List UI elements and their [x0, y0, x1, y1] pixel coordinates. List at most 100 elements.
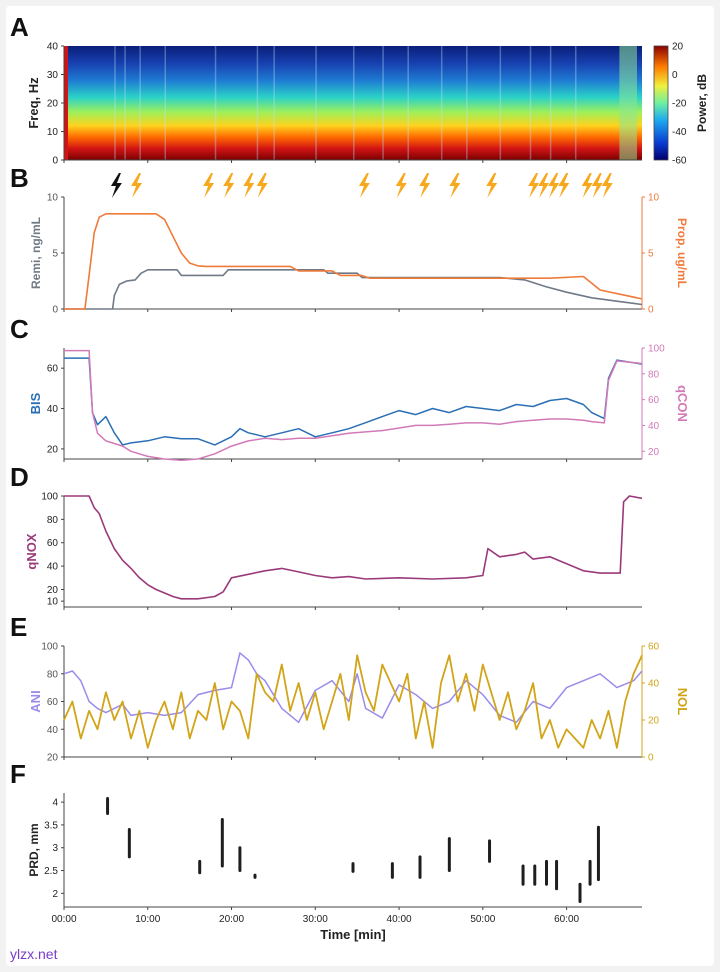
colorbar-tick-label: 20 [672, 42, 684, 53]
panel-a-ytick-label: 30 [47, 70, 59, 81]
series-remi-line [64, 268, 643, 310]
panel-f-ylabel: PRD, mm [27, 823, 41, 876]
panel-label-d: D [10, 462, 29, 492]
lightning-icon [581, 173, 593, 198]
panel-label-b: B [10, 163, 29, 193]
panel-e-ytick-label: 100 [41, 642, 58, 653]
panel-e-ytick-right-label: 0 [648, 753, 654, 764]
spectrogram-streak [114, 46, 116, 160]
spectrogram-streak [353, 46, 355, 160]
spectrogram-streak [315, 46, 317, 160]
panel-e-ytick-right-label: 60 [648, 642, 660, 653]
colorbar-tick-label: 0 [672, 70, 678, 81]
series-qnox-line [64, 495, 643, 600]
colorbar-tick-label: -20 [672, 99, 687, 110]
panel-f-xtick-label: 30:00 [303, 914, 328, 925]
panel-f-xtick-label: 40:00 [387, 914, 412, 925]
panel-c-ytick-right-label: 60 [648, 395, 660, 406]
colorbar [653, 45, 669, 161]
panel-e-ylabel: ANI [28, 690, 43, 712]
colorbar-tick-label: -40 [672, 127, 687, 138]
panel-d-ytick-label: 40 [47, 562, 59, 573]
panel-c-ylabel-right: qCON [675, 385, 690, 422]
spectrogram-streak [549, 46, 552, 160]
lightning-icon [558, 173, 570, 198]
lightning-icon [419, 173, 431, 198]
panel-f-ytick-label: 4 [52, 798, 58, 809]
panel-b-ylabel-right: Prop, ug/mL [675, 218, 689, 288]
panel-f-xtick-label: 20:00 [219, 914, 244, 925]
spectrogram-streak [214, 46, 217, 160]
panel-f-xtick-label: 10:00 [135, 914, 160, 925]
spectrogram-streak [256, 46, 259, 160]
panel-f-xtick-label: 60:00 [554, 914, 579, 925]
lightning-icon [395, 173, 407, 198]
panel-d-ytick-label: 100 [41, 492, 58, 503]
figure-card [6, 6, 714, 966]
series-prop-line [64, 213, 643, 310]
lightning-icon [601, 173, 613, 198]
lightning-icon [223, 173, 235, 198]
panel-b-ytick-right-label: 10 [648, 193, 660, 204]
panel-f-ytick-label: 3 [52, 843, 58, 854]
spectrogram-image [64, 46, 642, 160]
panel-c-ytick-right-label: 20 [648, 447, 660, 458]
lightning-icon [358, 173, 370, 198]
panel-b-ytick-label: 10 [47, 193, 59, 204]
panel-c-ytick-right-label: 40 [648, 421, 660, 432]
panel-b-ylabel: Remi, ng/mL [29, 217, 43, 289]
panel-label-e: E [10, 612, 27, 642]
panel-c-ytick-label: 20 [47, 444, 59, 455]
panel-b-ytick-label: 0 [52, 305, 58, 316]
lightning-icon [243, 173, 255, 198]
panel-label-a: A [10, 12, 29, 42]
lightning-icon [256, 173, 268, 198]
panel-f-xtick-label: 50:00 [470, 914, 495, 925]
panel-label-c: C [10, 314, 29, 344]
colorbar-label: Power, dB [695, 74, 709, 132]
lightning-icon [203, 173, 215, 198]
lightning-icon [548, 173, 560, 198]
lightning-icon [538, 173, 550, 198]
panel-f-xlabel: Time [min] [320, 927, 386, 942]
panel-c-ytick-label: 60 [47, 364, 59, 375]
panel-f-ytick-label: 2 [52, 889, 58, 900]
spectrogram-streak [440, 46, 443, 160]
panel-c-ylabel: BIS [28, 392, 43, 414]
watermark: ylzx.net [10, 946, 58, 962]
panel-e-ytick-label: 60 [47, 697, 59, 708]
panel-label-f: F [10, 759, 26, 789]
panel-d-ytick-label: 60 [47, 538, 59, 549]
spectrogram-streak [499, 46, 502, 160]
panel-a-ytick-label: 20 [47, 99, 59, 110]
spectrogram-streak [529, 46, 532, 160]
lightning-icon [528, 173, 540, 198]
spectrogram-streak [574, 46, 577, 160]
spectrogram-streak [466, 46, 468, 160]
panel-a-ylabel: Freq, Hz [26, 77, 41, 129]
panel-c-ytick-right-label: 80 [648, 369, 660, 380]
spectrogram-streak [124, 46, 126, 160]
panel-d-ytick-label: 80 [47, 515, 59, 526]
series-nol-line [63, 654, 643, 749]
panel-d-ytick-label: 10 [47, 597, 59, 608]
panel-f-ytick-label: 2.5 [44, 866, 58, 877]
panel-a-ytick-label: 0 [52, 156, 58, 167]
panel-e-ytick-label: 40 [47, 725, 59, 736]
panel-e-ytick-label: 20 [47, 753, 59, 764]
lightning-icon [486, 173, 498, 198]
panel-a-ytick-label: 10 [47, 127, 59, 138]
series-bis-line [64, 357, 643, 446]
panel-c-ytick-right-label: 100 [648, 344, 665, 355]
panel-b-ytick-label: 5 [52, 249, 58, 260]
lightning-icon [591, 173, 603, 198]
panel-a-ytick-label: 40 [47, 42, 59, 53]
spectrogram-band [619, 46, 637, 160]
panel-f-xtick-label: 00:00 [51, 914, 76, 925]
panel-c-ytick-label: 40 [47, 404, 59, 415]
spectrogram-streak [382, 46, 384, 160]
series-qcon-line [64, 349, 643, 462]
panel-b-ytick-right-label: 5 [648, 249, 654, 260]
panel-d-ylabel: qNOX [24, 533, 39, 569]
